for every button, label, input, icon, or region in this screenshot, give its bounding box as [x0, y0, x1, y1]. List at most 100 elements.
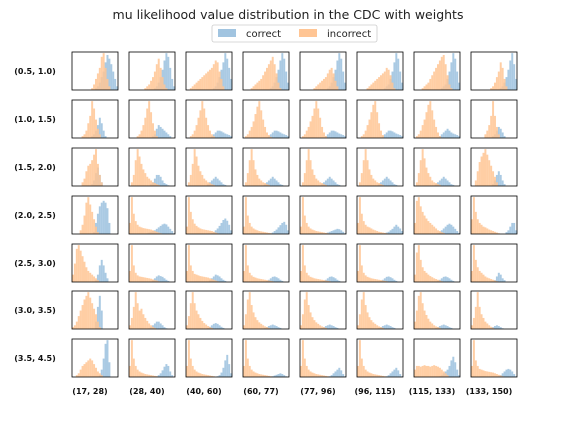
histogram-bar-correct [216, 323, 219, 329]
histogram-bar-incorrect [266, 184, 268, 186]
histogram-bar-incorrect [372, 374, 375, 377]
histogram-bar-incorrect [309, 371, 312, 377]
histogram-bar-incorrect [150, 112, 153, 138]
histogram-bar-incorrect [307, 305, 310, 329]
histogram-bar-incorrect [243, 325, 245, 329]
histogram-bar-correct [157, 227, 160, 234]
histogram-bar-incorrect [193, 84, 196, 90]
histogram-bar-incorrect [72, 274, 74, 282]
histogram-bar-incorrect [427, 318, 430, 329]
histogram-bar-correct [214, 132, 217, 138]
histogram-bar-correct [334, 69, 337, 90]
histogram-panel [242, 290, 290, 330]
histogram-bar-incorrect [199, 78, 202, 90]
histogram-bar-correct [159, 276, 162, 282]
histogram-bar-incorrect [132, 306, 135, 329]
histogram-bar-incorrect [72, 327, 74, 329]
histogram-bar-incorrect [311, 229, 314, 234]
histogram-bar-incorrect [197, 372, 200, 377]
histogram-bar-incorrect [307, 126, 310, 138]
histogram-bar-incorrect [370, 174, 373, 186]
histogram-bar-incorrect [138, 134, 141, 138]
histogram-bar-incorrect [478, 306, 481, 329]
histogram-bar-correct [338, 280, 341, 282]
histogram-bar-correct [285, 135, 288, 138]
histogram-bar-incorrect [305, 222, 308, 234]
histogram-bar-correct [336, 60, 339, 90]
histogram-bar-incorrect [91, 88, 94, 90]
histogram-bar-incorrect [89, 204, 92, 234]
histogram-bar-incorrect [252, 228, 255, 234]
histogram-bar-incorrect [77, 373, 80, 377]
histogram-bar-incorrect [91, 101, 94, 138]
histogram-bar-incorrect [210, 134, 213, 138]
histogram-bar-incorrect [317, 108, 320, 138]
histogram-bar-incorrect [140, 372, 143, 377]
histogram-panel [185, 99, 233, 139]
histogram-bar-correct [279, 327, 282, 329]
histogram-bar-correct [169, 371, 172, 377]
histogram-bar-correct [440, 230, 443, 234]
histogram-bar-incorrect [130, 340, 133, 377]
histogram-bar-correct [450, 62, 453, 90]
histogram-bar-incorrect [93, 364, 96, 377]
histogram-bar-correct [450, 224, 453, 234]
histogram-bar-correct [395, 133, 398, 138]
histogram-bar-incorrect [417, 245, 420, 282]
histogram-bar-incorrect [258, 374, 261, 377]
histogram-bar-correct [277, 327, 280, 329]
histogram-bar-incorrect [195, 310, 198, 329]
histogram-bar-incorrect [189, 211, 192, 234]
histogram-bar-correct [287, 230, 290, 234]
histogram-bar-incorrect [155, 184, 158, 186]
histogram-bar-correct [220, 326, 223, 329]
histogram-bar-correct [220, 278, 223, 282]
histogram-bar-correct [165, 279, 168, 282]
histogram-bar-incorrect [435, 183, 438, 186]
histogram-bar-incorrect [187, 182, 190, 186]
histogram-bar-incorrect [435, 67, 438, 90]
histogram-bar-incorrect [423, 365, 426, 377]
histogram-bar-incorrect [303, 134, 306, 138]
histogram-bar-incorrect [96, 128, 99, 138]
histogram-bar-incorrect [191, 219, 194, 234]
histogram-bar-correct [326, 178, 329, 186]
histogram-bar-correct [442, 228, 445, 234]
histogram-bar-correct [444, 276, 447, 282]
histogram-bar-incorrect [244, 182, 247, 186]
histogram-bar-incorrect [311, 277, 314, 282]
histogram-bar-correct [163, 183, 166, 186]
histogram-bar-incorrect [209, 327, 211, 329]
histogram-panel [356, 51, 404, 91]
histogram-bar-correct [222, 184, 225, 186]
histogram-bar-incorrect [267, 135, 270, 138]
histogram-bar-incorrect [370, 320, 373, 329]
histogram-bar-incorrect [243, 226, 245, 234]
histogram-bar-correct [102, 265, 105, 282]
histogram-bar-incorrect [264, 71, 267, 90]
histogram-bar-incorrect [186, 325, 188, 329]
histogram-bar-correct [323, 182, 325, 186]
histogram-bar-incorrect [79, 369, 82, 377]
histogram-bar-incorrect [95, 119, 97, 138]
histogram-bar-incorrect [446, 375, 449, 377]
histogram-bar-incorrect [324, 136, 327, 138]
histogram-bar-correct [503, 184, 506, 186]
histogram-bar-incorrect [201, 276, 204, 282]
histogram-bar-incorrect [326, 73, 329, 90]
histogram-bar-incorrect [140, 227, 143, 234]
histogram-bar-incorrect [366, 371, 369, 377]
histogram-bar-incorrect [136, 369, 139, 377]
histogram-bar-incorrect [250, 149, 253, 186]
histogram-panel [185, 147, 233, 187]
histogram-bar-incorrect [490, 88, 493, 90]
histogram-bar-incorrect [209, 230, 211, 234]
histogram-bar-correct [287, 136, 290, 138]
histogram-bar-incorrect [480, 224, 483, 234]
panel-frame [299, 243, 347, 283]
histogram-bar-incorrect [91, 160, 94, 186]
histogram-bar-incorrect [376, 279, 379, 282]
histogram-bar-incorrect [437, 132, 439, 138]
panel-frame [299, 290, 347, 330]
histogram-bar-incorrect [197, 314, 200, 329]
